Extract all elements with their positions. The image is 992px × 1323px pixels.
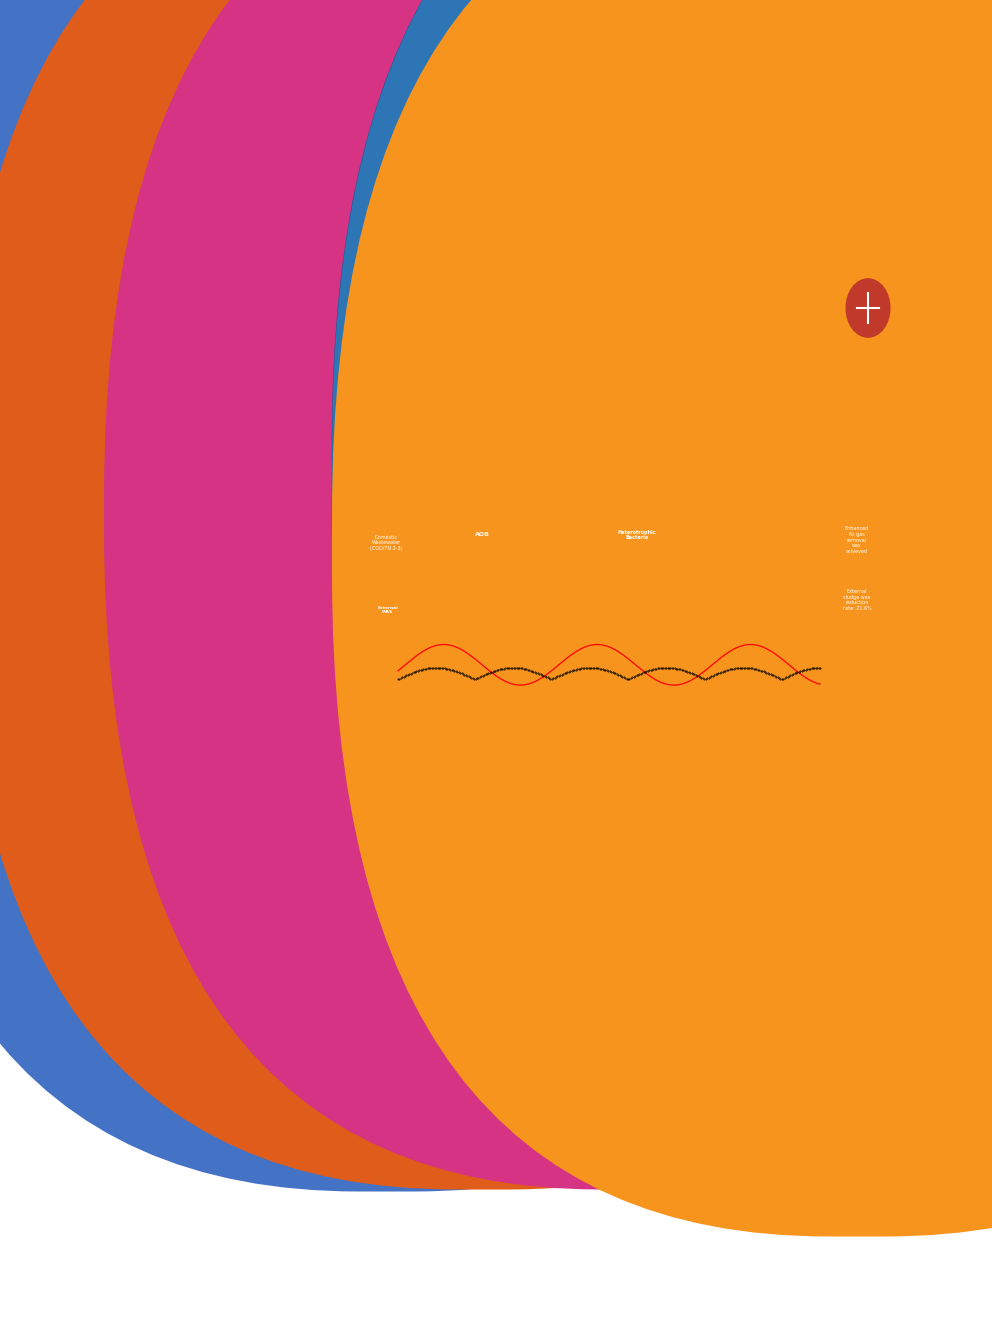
Text: aeration is required for the oxidation of ammonia into nitrate
(4.3 g O₂/N) in n: aeration is required for the oxidation o… bbox=[505, 975, 863, 1069]
Text: CrossMark: CrossMark bbox=[895, 303, 941, 312]
Text: Chemical Engineering Journal 306 (2016) 925–932: Chemical Engineering Journal 306 (2016) … bbox=[380, 41, 612, 49]
Bar bbox=[760, 493, 820, 504]
Text: Chemical
Engineering
Journal: Chemical Engineering Journal bbox=[900, 138, 964, 167]
Text: * Corresponding author.
  E-mail address: pyz@bjut.edu.cn (Y. Peng).: * Corresponding author. E-mail address: … bbox=[55, 941, 255, 962]
FancyBboxPatch shape bbox=[104, 0, 992, 1189]
Text: E: E bbox=[825, 640, 829, 646]
Text: Domestic
Wastewater
(COD/TN 2-3): Domestic Wastewater (COD/TN 2-3) bbox=[370, 534, 402, 552]
Text: Aerobic reactor: Aerobic reactor bbox=[481, 496, 529, 501]
Circle shape bbox=[371, 587, 405, 632]
Text: ᵃ Engineering Research Center of Beijing, Key Laboratory of Beijing for Water Qu: ᵃ Engineering Research Center of Beijing… bbox=[55, 407, 939, 417]
Text: Available online 27 July 2016: Available online 27 July 2016 bbox=[55, 798, 199, 808]
Text: Methane: Methane bbox=[579, 623, 601, 627]
Text: •: • bbox=[58, 558, 64, 568]
Text: Article history:: Article history: bbox=[55, 742, 128, 751]
Bar bbox=[395, 504, 820, 590]
Text: NO₂⁻ → N₂: NO₂⁻ → N₂ bbox=[643, 553, 668, 557]
FancyBboxPatch shape bbox=[332, 0, 992, 1237]
Text: Enhanced
N₂ gas
removal
was
achieved: Enhanced N₂ gas removal was achieved bbox=[845, 527, 869, 554]
Bar bbox=[30, 62, 870, 247]
Bar bbox=[395, 493, 435, 504]
Text: Received in revised form 20 July 2016: Received in revised form 20 July 2016 bbox=[55, 770, 244, 781]
Text: External
sludge was
reduction
rate: 21.6%: External sludge was reduction rate: 21.6… bbox=[842, 589, 871, 611]
Text: 7.5: 7.5 bbox=[380, 656, 388, 662]
Text: An integrated partial nitrification, sludge fermentation and denitrification pro: An integrated partial nitrification, slu… bbox=[360, 738, 920, 881]
Text: Contents lists available at: Contents lists available at bbox=[362, 83, 510, 93]
Text: G R A P H I C A L   A B S T R A C T: G R A P H I C A L A B S T R A C T bbox=[360, 475, 566, 486]
Text: http://dx.doi.org/10.1016/j.cej.2016.07.097: http://dx.doi.org/10.1016/j.cej.2016.07.… bbox=[55, 978, 251, 987]
Text: C₂H₂O₂ → CO₂: C₂H₂O₂ → CO₂ bbox=[463, 562, 496, 568]
Text: [ELSEVIER
LOGO]: [ELSEVIER LOGO] bbox=[102, 123, 138, 138]
Text: AOB: AOB bbox=[474, 532, 489, 537]
Text: b Department of Civil and Environmental Engineering, University of Connecticut, : b Department of Civil and Environmental … bbox=[55, 435, 556, 445]
Text: H I G H L I G H T S: H I G H L I G H T S bbox=[55, 475, 167, 486]
Text: 1.   Introduction: 1. Introduction bbox=[55, 949, 171, 960]
Text: Denitrification: Denitrification bbox=[55, 865, 126, 875]
Text: Low C/N: Low C/N bbox=[55, 890, 95, 901]
Text: Chemical Engineering Journal: Chemical Engineering Journal bbox=[308, 139, 712, 164]
FancyBboxPatch shape bbox=[0, 0, 992, 1189]
Polygon shape bbox=[90, 95, 150, 175]
Text: Sludge Fermentation and Denitrification: Sludge Fermentation and Denitrification bbox=[609, 508, 735, 513]
Bar bbox=[355, 492, 955, 692]
Bar bbox=[898, 101, 965, 200]
Text: © 2016 Published by Elsevier B.V.: © 2016 Published by Elsevier B.V. bbox=[765, 908, 935, 918]
Text: External
WAS: External WAS bbox=[378, 606, 399, 614]
FancyBboxPatch shape bbox=[0, 0, 911, 1192]
Text: Yuanyuan Guoᵃ, Yongzhen Pengᵃ,*, Bo Wangᵃ, Baikun Liᵃ,b, Mengyue Zhaoᵃ: Yuanyuan Guoᵃ, Yongzhen Pengᵃ,*, Bo Wang… bbox=[55, 374, 636, 389]
Text: Achieving simultaneous nitrogen removal of low C/N wastewater and
external sludg: Achieving simultaneous nitrogen removal … bbox=[55, 306, 838, 357]
Text: •: • bbox=[58, 591, 64, 602]
Bar bbox=[575, 493, 760, 504]
Text: DO
(mg/L): DO (mg/L) bbox=[368, 650, 379, 668]
Text: ELSEVIER: ELSEVIER bbox=[87, 204, 153, 217]
Text: NH₄⁺/NO₂⁻: NH₄⁺/NO₂⁻ bbox=[627, 623, 653, 627]
Text: Partial Nitrification: Partial Nitrification bbox=[466, 508, 524, 513]
Text: Partial nitrification: Partial nitrification bbox=[55, 878, 147, 888]
Text: Keywords:: Keywords: bbox=[55, 837, 106, 848]
Text: •: • bbox=[58, 497, 64, 507]
Text: Cd lysis   Hydrolysis   Acidification: Cd lysis Hydrolysis Acidification bbox=[558, 607, 652, 613]
Polygon shape bbox=[102, 61, 138, 108]
Text: NH₄⁺→NO₂⁻  CO₂: NH₄⁺→NO₂⁻ CO₂ bbox=[460, 553, 500, 557]
Bar bbox=[30, 62, 210, 247]
Text: ScienceDirect: ScienceDirect bbox=[512, 83, 588, 93]
Bar bbox=[30, 247, 962, 255]
Text: Due to severe environmental problems caused by excessive
nitrogen in aquatic sys: Due to severe environmental problems cau… bbox=[55, 975, 389, 1008]
Text: DO: DO bbox=[840, 671, 848, 676]
Text: Micro-aeration maintained the
PNSFD-SBR efficiency.: Micro-aeration maintained the PNSFD-SBR … bbox=[68, 591, 226, 615]
Text: 2.0: 2.0 bbox=[380, 673, 388, 679]
Bar bbox=[395, 590, 820, 630]
Text: Heterotrophic
Bacteria: Heterotrophic Bacteria bbox=[618, 529, 657, 540]
Text: TN removal efficiency of 93% and
WAS reduction rate of 22% were
achieved.: TN removal efficiency of 93% and WAS red… bbox=[68, 558, 244, 594]
Text: Received 7 May 2016: Received 7 May 2016 bbox=[55, 755, 162, 766]
Bar bbox=[398, 630, 820, 688]
Circle shape bbox=[846, 279, 890, 337]
Text: •: • bbox=[58, 525, 64, 534]
Text: Sludge fermentation: Sludge fermentation bbox=[55, 852, 158, 863]
Text: Low C/N sewage BNR and external
WAS reduction were achieved
simultaneously.: Low C/N sewage BNR and external WAS redu… bbox=[68, 525, 248, 561]
Text: 1385-8947/© 2016 Published by Elsevier B.V.: 1385-8947/© 2016 Published by Elsevier B… bbox=[55, 994, 261, 1002]
Bar bbox=[435, 493, 575, 504]
Text: 11: 11 bbox=[382, 639, 388, 644]
Text: Anoxic reaction: Anoxic reaction bbox=[643, 496, 691, 501]
Text: journal homepage: www.elsevier.com/locate/cej: journal homepage: www.elsevier.com/locat… bbox=[377, 210, 644, 221]
FancyBboxPatch shape bbox=[332, 0, 992, 1171]
Text: Accepted 26 July 2016: Accepted 26 July 2016 bbox=[55, 785, 167, 794]
Polygon shape bbox=[95, 69, 145, 135]
Text: A B S T R A C T: A B S T R A C T bbox=[360, 713, 453, 722]
Text: C source
(provided): C source (provided) bbox=[642, 560, 668, 570]
Bar bbox=[435, 560, 775, 595]
Text: Sludge reduction: Sludge reduction bbox=[55, 904, 140, 914]
Text: •: • bbox=[58, 618, 64, 628]
Text: The Illumina MiSeq analysis
strengthened the understanding of
the PNSFD system.: The Illumina MiSeq analysis strengthened… bbox=[68, 618, 251, 654]
Text: Settling /discharge: Settling /discharge bbox=[767, 496, 813, 501]
Text: A novel PNSFD-SBR system was
developed.: A novel PNSFD-SBR system was developed. bbox=[68, 497, 234, 520]
Text: Time/min: Time/min bbox=[594, 699, 624, 704]
Text: Flooding: Flooding bbox=[402, 496, 429, 501]
Text: A R T I C L E   I N F O: A R T I C L E I N F O bbox=[55, 713, 184, 722]
Text: pH: pH bbox=[840, 656, 847, 662]
